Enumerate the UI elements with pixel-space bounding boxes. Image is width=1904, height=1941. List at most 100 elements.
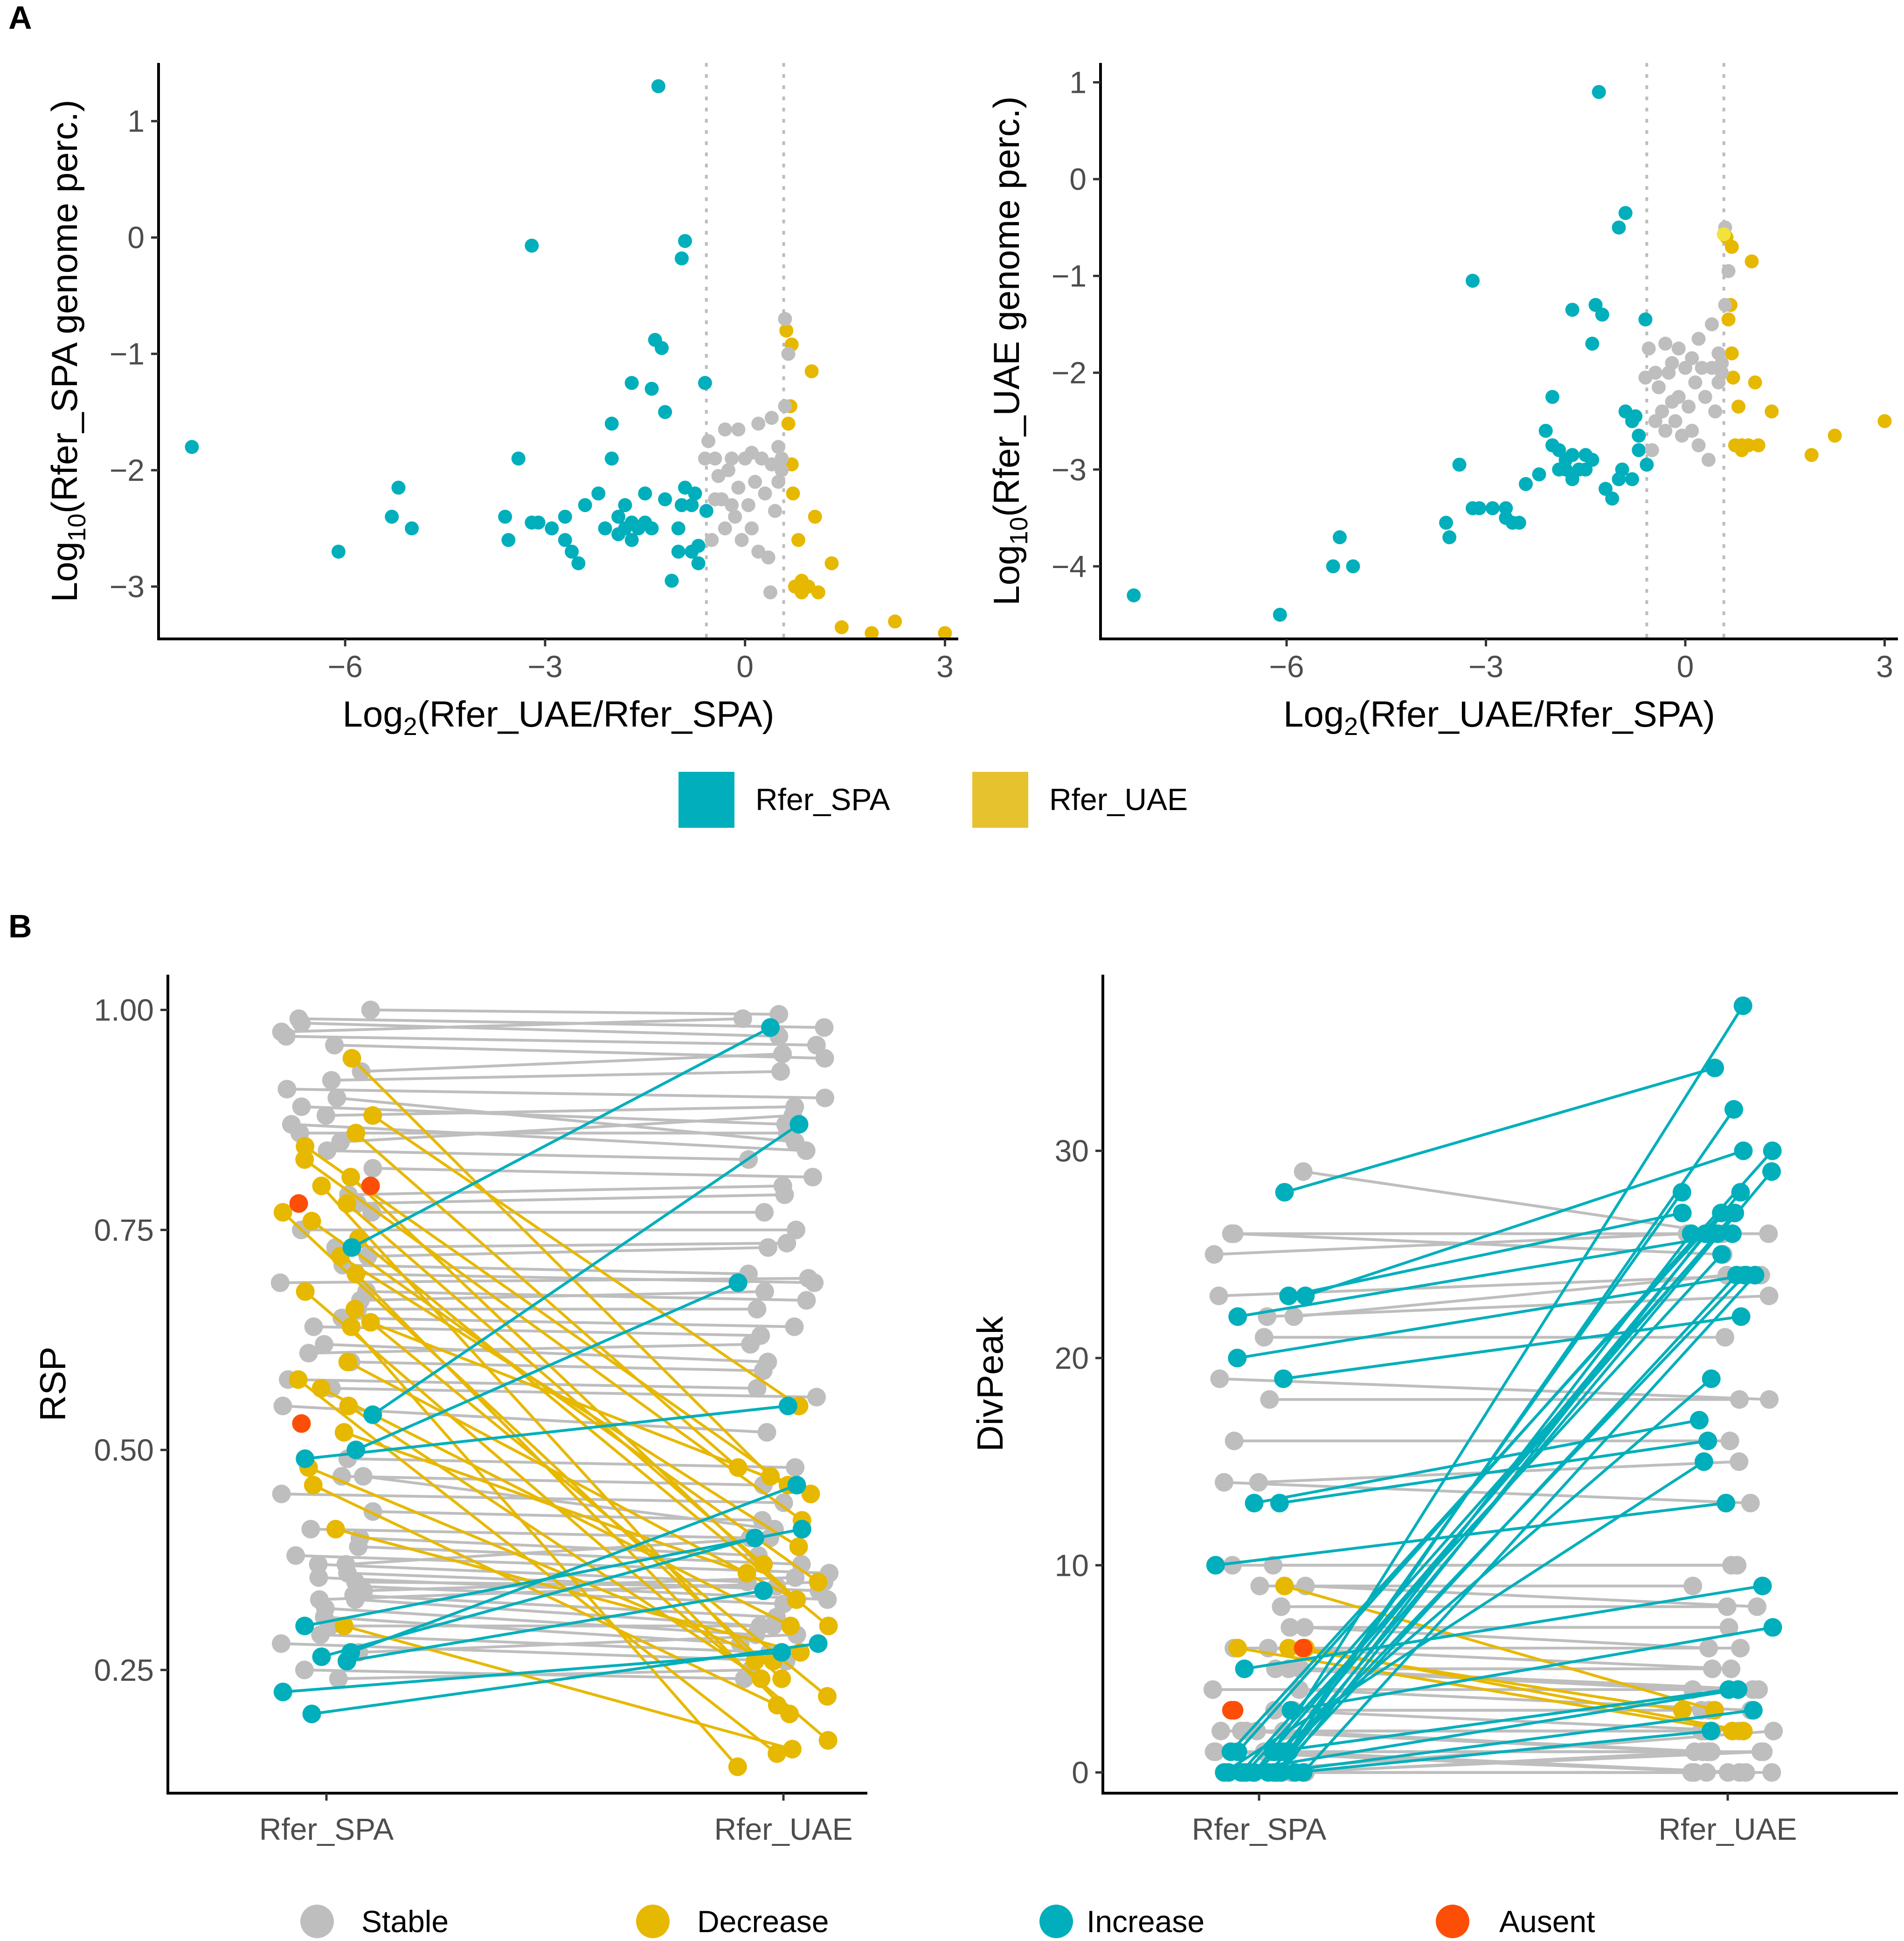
pair-line-increase-21 — [1240, 1233, 1719, 1774]
point-uae-stable-1 — [815, 1018, 834, 1037]
y-tick-label-5: −4 — [1052, 549, 1087, 583]
x-axis-title-main: Log — [343, 693, 403, 735]
pair-line-increase-30 — [1295, 1729, 1711, 1774]
point-uae-stable-7 — [1716, 1328, 1735, 1347]
point-uae-decrease-17 — [768, 1744, 787, 1763]
point-uae-stable-28 — [748, 1300, 767, 1319]
pair-line-stable-3 — [281, 1017, 743, 1033]
point-rfer-uae-6 — [791, 533, 805, 547]
point-decrease-light--0 — [1717, 227, 1731, 242]
point-spa-stable-18 — [1281, 1618, 1300, 1637]
point-spa-stable-47 — [309, 1568, 328, 1587]
point-rfer-spa-4 — [1346, 559, 1360, 574]
point-rfer-spa-27 — [624, 376, 639, 390]
point-uae-stable-25 — [1743, 1680, 1762, 1699]
pair-line-increase-2 — [1288, 1212, 1683, 1297]
point-stable-36 — [763, 585, 777, 600]
point-uae-decrease-14 — [818, 1687, 837, 1706]
paired-plot-divpeak: 0 10 20 30 Rfer_SPA Rfer_UAE DivPeak — [969, 975, 1898, 1846]
point-spa-stable-25 — [1203, 1680, 1222, 1699]
point-stable-27 — [775, 463, 789, 478]
point-spa-stable-31 — [314, 1335, 333, 1354]
point-spa-ausent-2 — [292, 1414, 311, 1433]
x-axis-title: Log2(Rfer_UAE/Rfer_SPA) — [343, 693, 775, 741]
pair-line-stable-17 — [348, 1184, 783, 1196]
y-tick-label-4: −3 — [110, 569, 145, 604]
point-stable-16 — [1685, 423, 1699, 438]
point-stable-23 — [1705, 317, 1719, 332]
pair-line-decrease-16 — [347, 1360, 797, 1601]
point-uae-increase-21 — [1708, 1224, 1727, 1243]
pair-line-stable-7 — [331, 1070, 781, 1082]
point-uae-decrease-25 — [801, 1484, 820, 1504]
point-spa-stable-0 — [1294, 1162, 1313, 1181]
y-axis-title-sub: 10 — [1005, 517, 1033, 545]
pair-line-increase-25 — [1302, 1274, 1756, 1774]
point-spa-increase-2 — [346, 1441, 366, 1460]
point-uae-stable-20 — [787, 1220, 806, 1240]
pair-line-stable-5 — [1267, 1294, 1769, 1318]
pair-line-stable-27 — [360, 1290, 765, 1302]
point-rfer-spa-18 — [598, 521, 612, 535]
point-spa-increase-1 — [1296, 1286, 1315, 1305]
point-spa-stable-3 — [1205, 1245, 1224, 1264]
pair-line-decrease-4 — [304, 1158, 803, 1522]
pair-line-decrease-0 — [351, 1057, 772, 1477]
point-uae-increase-31 — [1719, 1680, 1738, 1699]
point-uae-stable-35 — [807, 1387, 826, 1407]
point-uae-increase-27 — [1694, 1452, 1713, 1471]
pair-line-decrease-1 — [372, 1114, 800, 1407]
point-spa-stable-6 — [1284, 1307, 1303, 1326]
point-spa-stable-43 — [349, 1537, 368, 1556]
point-rfer-spa-0 — [1127, 588, 1141, 603]
y-tick-label-2: −1 — [110, 337, 145, 371]
point-uae-increase-16 — [1731, 1183, 1750, 1202]
point-stable-7 — [1665, 356, 1679, 370]
point-spa-decrease-2 — [1279, 1638, 1298, 1657]
x-tick-label-3: 3 — [936, 649, 954, 684]
point-rfer-uae-5 — [1726, 370, 1740, 385]
point-stable-14 — [741, 498, 755, 513]
point-uae-increase-14 — [1762, 1162, 1781, 1181]
point-rfer-spa-40 — [674, 498, 689, 513]
pair-line-stable-60 — [338, 1668, 751, 1680]
point-uae-stable-12 — [796, 1141, 816, 1160]
y-tick-label-2: 20 — [1055, 1341, 1089, 1375]
y-axis-title-main: Log — [986, 545, 1027, 605]
point-uae-stable-44 — [1764, 1721, 1783, 1740]
point-uae-stable-6 — [773, 1044, 792, 1063]
y-axis-title-rest: (Rfer_UAE genome perc.) — [986, 97, 1027, 517]
point-spa-decrease-9 — [302, 1212, 321, 1231]
point-rfer-spa-6 — [1442, 530, 1457, 545]
point-rfer-spa-26 — [1565, 448, 1579, 462]
point-rfer-spa-11 — [545, 521, 559, 535]
point-spa-increase-4 — [295, 1616, 314, 1636]
point-spa-increase-1 — [363, 1405, 382, 1424]
point-uae-decrease-2 — [1673, 1701, 1692, 1720]
point-rfer-spa-8 — [1466, 274, 1480, 288]
point-stable-30 — [778, 312, 792, 326]
point-spa-stable-2 — [1225, 1224, 1244, 1243]
point-stable-19 — [1691, 332, 1706, 346]
point-uae-decrease-11 — [789, 1537, 808, 1556]
y-tick-label-0: 0 — [1072, 1755, 1089, 1790]
legend-b-label-0: Stable — [361, 1904, 449, 1939]
point-spa-stable-19 — [362, 1203, 381, 1222]
pair-line-increase-20 — [1275, 1233, 1692, 1774]
point-spa-ausent-0 — [1294, 1638, 1313, 1657]
y-tick-label-3: −2 — [1052, 355, 1087, 390]
point-uae-stable-33 — [754, 1361, 773, 1380]
legend-a: Rfer_SPA Rfer_UAE — [679, 772, 1188, 828]
point-uae-stable-47 — [1762, 1763, 1781, 1782]
point-spa-decrease-1 — [363, 1106, 382, 1125]
point-stable-35 — [698, 451, 712, 466]
point-stable-34 — [708, 492, 722, 506]
pair-line-stable-25 — [280, 1277, 809, 1284]
point-spa-stable-60 — [329, 1669, 348, 1688]
point-spa-increase-2 — [1279, 1286, 1298, 1305]
point-spa-stable-57 — [271, 1634, 291, 1653]
point-uae-increase-24 — [1727, 1266, 1746, 1285]
point-rfer-spa-4 — [405, 521, 419, 535]
point-uae-decrease-19 — [752, 1669, 771, 1688]
point-rfer-spa-29 — [638, 486, 652, 501]
